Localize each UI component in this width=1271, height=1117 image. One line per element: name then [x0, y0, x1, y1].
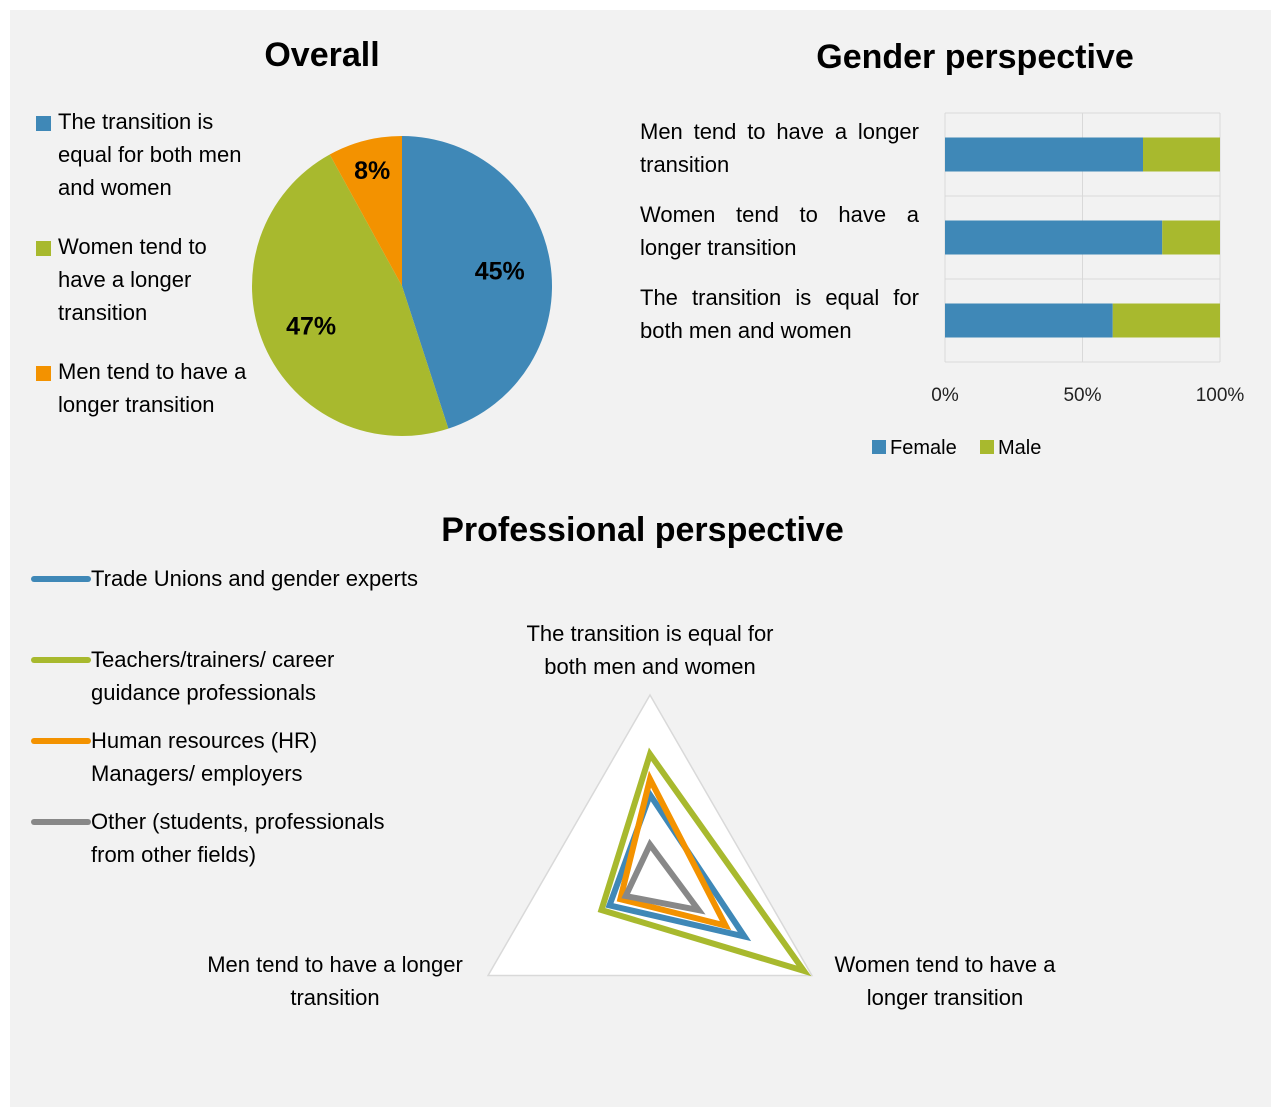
- bar: [1112, 303, 1220, 338]
- category-label: The transition is equal for both men and…: [640, 284, 919, 343]
- series-line: [616, 770, 732, 931]
- pie-slice: [329, 136, 402, 286]
- data-label: 45%: [475, 258, 525, 286]
- chart-title: Professional perspective: [441, 511, 844, 549]
- legend-swatch: [980, 440, 994, 454]
- pie-slice: [402, 136, 552, 429]
- legend-swatch: [36, 366, 51, 381]
- x-tick-label: 50%: [1063, 385, 1101, 406]
- bar: [945, 137, 1143, 172]
- grid-ring: [486, 693, 814, 977]
- category-label: Women tend to have a longer transition: [640, 201, 919, 260]
- legend-label: Male: [998, 437, 1041, 459]
- series-line: [597, 747, 812, 977]
- bar: [945, 303, 1113, 338]
- bar: [1162, 220, 1220, 255]
- chart-title: Gender perspective: [816, 38, 1134, 76]
- legend-label: Other (students, professionals from othe…: [91, 809, 385, 867]
- legend-swatch: [36, 241, 51, 256]
- legend-label: Female: [890, 437, 957, 459]
- bar: [1143, 137, 1220, 172]
- data-label: 8%: [354, 157, 390, 185]
- bar: [945, 220, 1163, 255]
- series-line: [621, 838, 706, 915]
- x-tick-label: 0%: [931, 385, 959, 406]
- legend-label: The transition is equal for both men and…: [58, 109, 242, 200]
- legend-label: Trade Unions and gender experts: [91, 566, 418, 591]
- axis-label: Women tend to have a longer transition: [834, 952, 1056, 1010]
- axis-label: The transition is equal for both men and…: [526, 621, 774, 679]
- legend-swatch: [872, 440, 886, 454]
- legend-label: Women tend to have a longer transition: [58, 234, 207, 325]
- legend-label: Teachers/trainers/ career guidance profe…: [91, 647, 335, 705]
- data-label: 47%: [286, 312, 336, 340]
- legend-swatch: [36, 116, 51, 131]
- axis-label: Men tend to have a longer transition: [207, 952, 463, 1010]
- category-label: Men tend to have a longer transition: [640, 118, 919, 177]
- legend-label: Men tend to have a longer transition: [58, 359, 247, 417]
- legend-label: Human resources (HR) Managers/ employers: [91, 728, 318, 786]
- x-tick-label: 100%: [1196, 385, 1245, 406]
- pie-slice: [251, 154, 449, 436]
- chart-title: Overall: [264, 36, 380, 74]
